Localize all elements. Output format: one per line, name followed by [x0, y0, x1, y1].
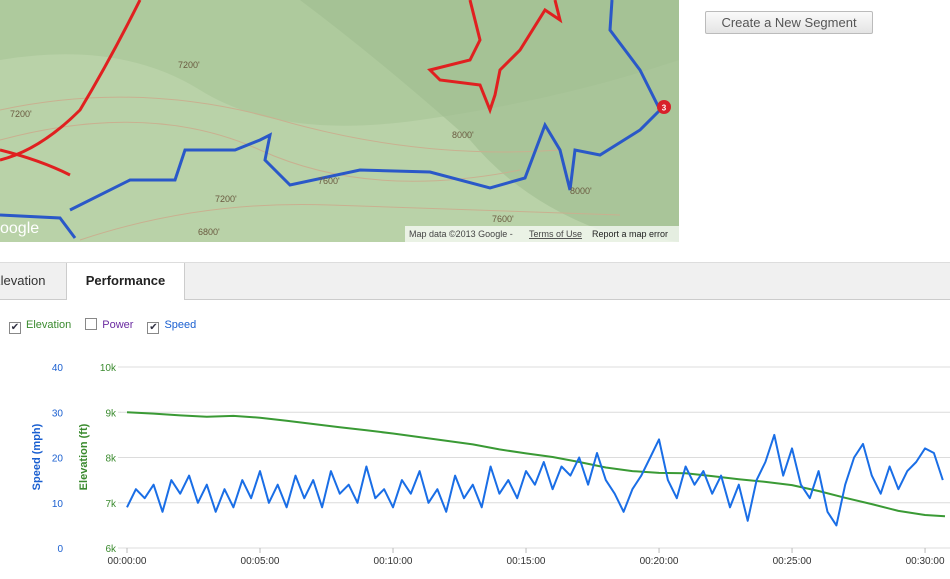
toggle-label[interactable]: Elevation — [26, 319, 72, 331]
y2-tick-label: 7k — [105, 499, 117, 510]
map-attribution: Map data ©2013 Google - — [409, 229, 513, 239]
toggle[interactable]: ✔ Speed — [147, 319, 196, 334]
create-segment-button[interactable]: Create a New Segment — [705, 11, 873, 34]
toggle[interactable]: Power — [85, 318, 133, 331]
contour-label: 7600' — [318, 176, 340, 186]
x-tick-label: 00:10:00 — [374, 556, 413, 567]
x-tick-label: 00:20:00 — [640, 556, 679, 567]
tab[interactable]: Elevation — [0, 273, 46, 288]
y-tick-label: 40 — [52, 363, 64, 374]
y2-axis-title: Elevation (ft) — [78, 423, 90, 490]
y2-tick-label: 9k — [105, 408, 117, 419]
y2-tick-label: 10k — [100, 363, 117, 374]
tab-active[interactable]: Performance — [66, 263, 185, 300]
y-tick-label: 30 — [52, 408, 64, 419]
chart: 0 10 20 30 40 6k 7k 8k 9k 10k 00:00:00 00:05:00 00:1… — [31, 363, 950, 567]
y-tick-label: 10 — [52, 499, 64, 510]
report-link[interactable]: Report a map error — [592, 229, 668, 239]
contour-label: 7200' — [215, 194, 237, 204]
x-tick-label: 00:30:00 — [906, 556, 945, 567]
contour-label: 7600' — [492, 214, 514, 224]
y-tick-label: 20 — [52, 454, 64, 465]
checkbox[interactable]: ✔ — [147, 322, 160, 334]
map-logo: oogle — [0, 220, 39, 237]
contour-label: 6800' — [198, 227, 220, 237]
x-tick-label: 00:05:00 — [241, 556, 280, 567]
terms-link[interactable]: Terms of Use — [529, 229, 582, 239]
x-tick-label: 00:00:00 — [108, 556, 147, 567]
contour-label: 7200' — [10, 109, 32, 119]
contour-label: 7200' — [178, 60, 200, 70]
map-marker: 3 — [662, 104, 667, 113]
x-tick-label: 00:25:00 — [773, 556, 812, 567]
map[interactable]: 3 7200' 7200' 8000' 8000' 7600' 7200' 68… — [0, 0, 679, 242]
toggles: ✔ Elevation Power ✔ Speed — [9, 318, 210, 334]
toggle-label[interactable]: Power — [102, 319, 134, 331]
x-tick-label: 00:15:00 — [507, 556, 546, 567]
y-axis-title: Speed (mph) — [31, 423, 43, 490]
tab-bar: Elevation Performance — [0, 262, 950, 300]
y-tick-label: 0 — [57, 544, 63, 555]
series-line — [126, 411, 946, 518]
series-line — [126, 433, 944, 527]
toggle[interactable]: ✔ Elevation — [9, 319, 71, 334]
checkbox[interactable]: ✔ — [9, 322, 21, 334]
y2-tick-label: 6k — [105, 544, 117, 555]
contour-label: 8000' — [452, 130, 474, 140]
y2-tick-label: 8k — [105, 454, 117, 465]
contour-label: 8000' — [570, 186, 592, 196]
toggle-label[interactable]: Speed — [164, 319, 197, 331]
checkbox[interactable] — [85, 318, 98, 330]
